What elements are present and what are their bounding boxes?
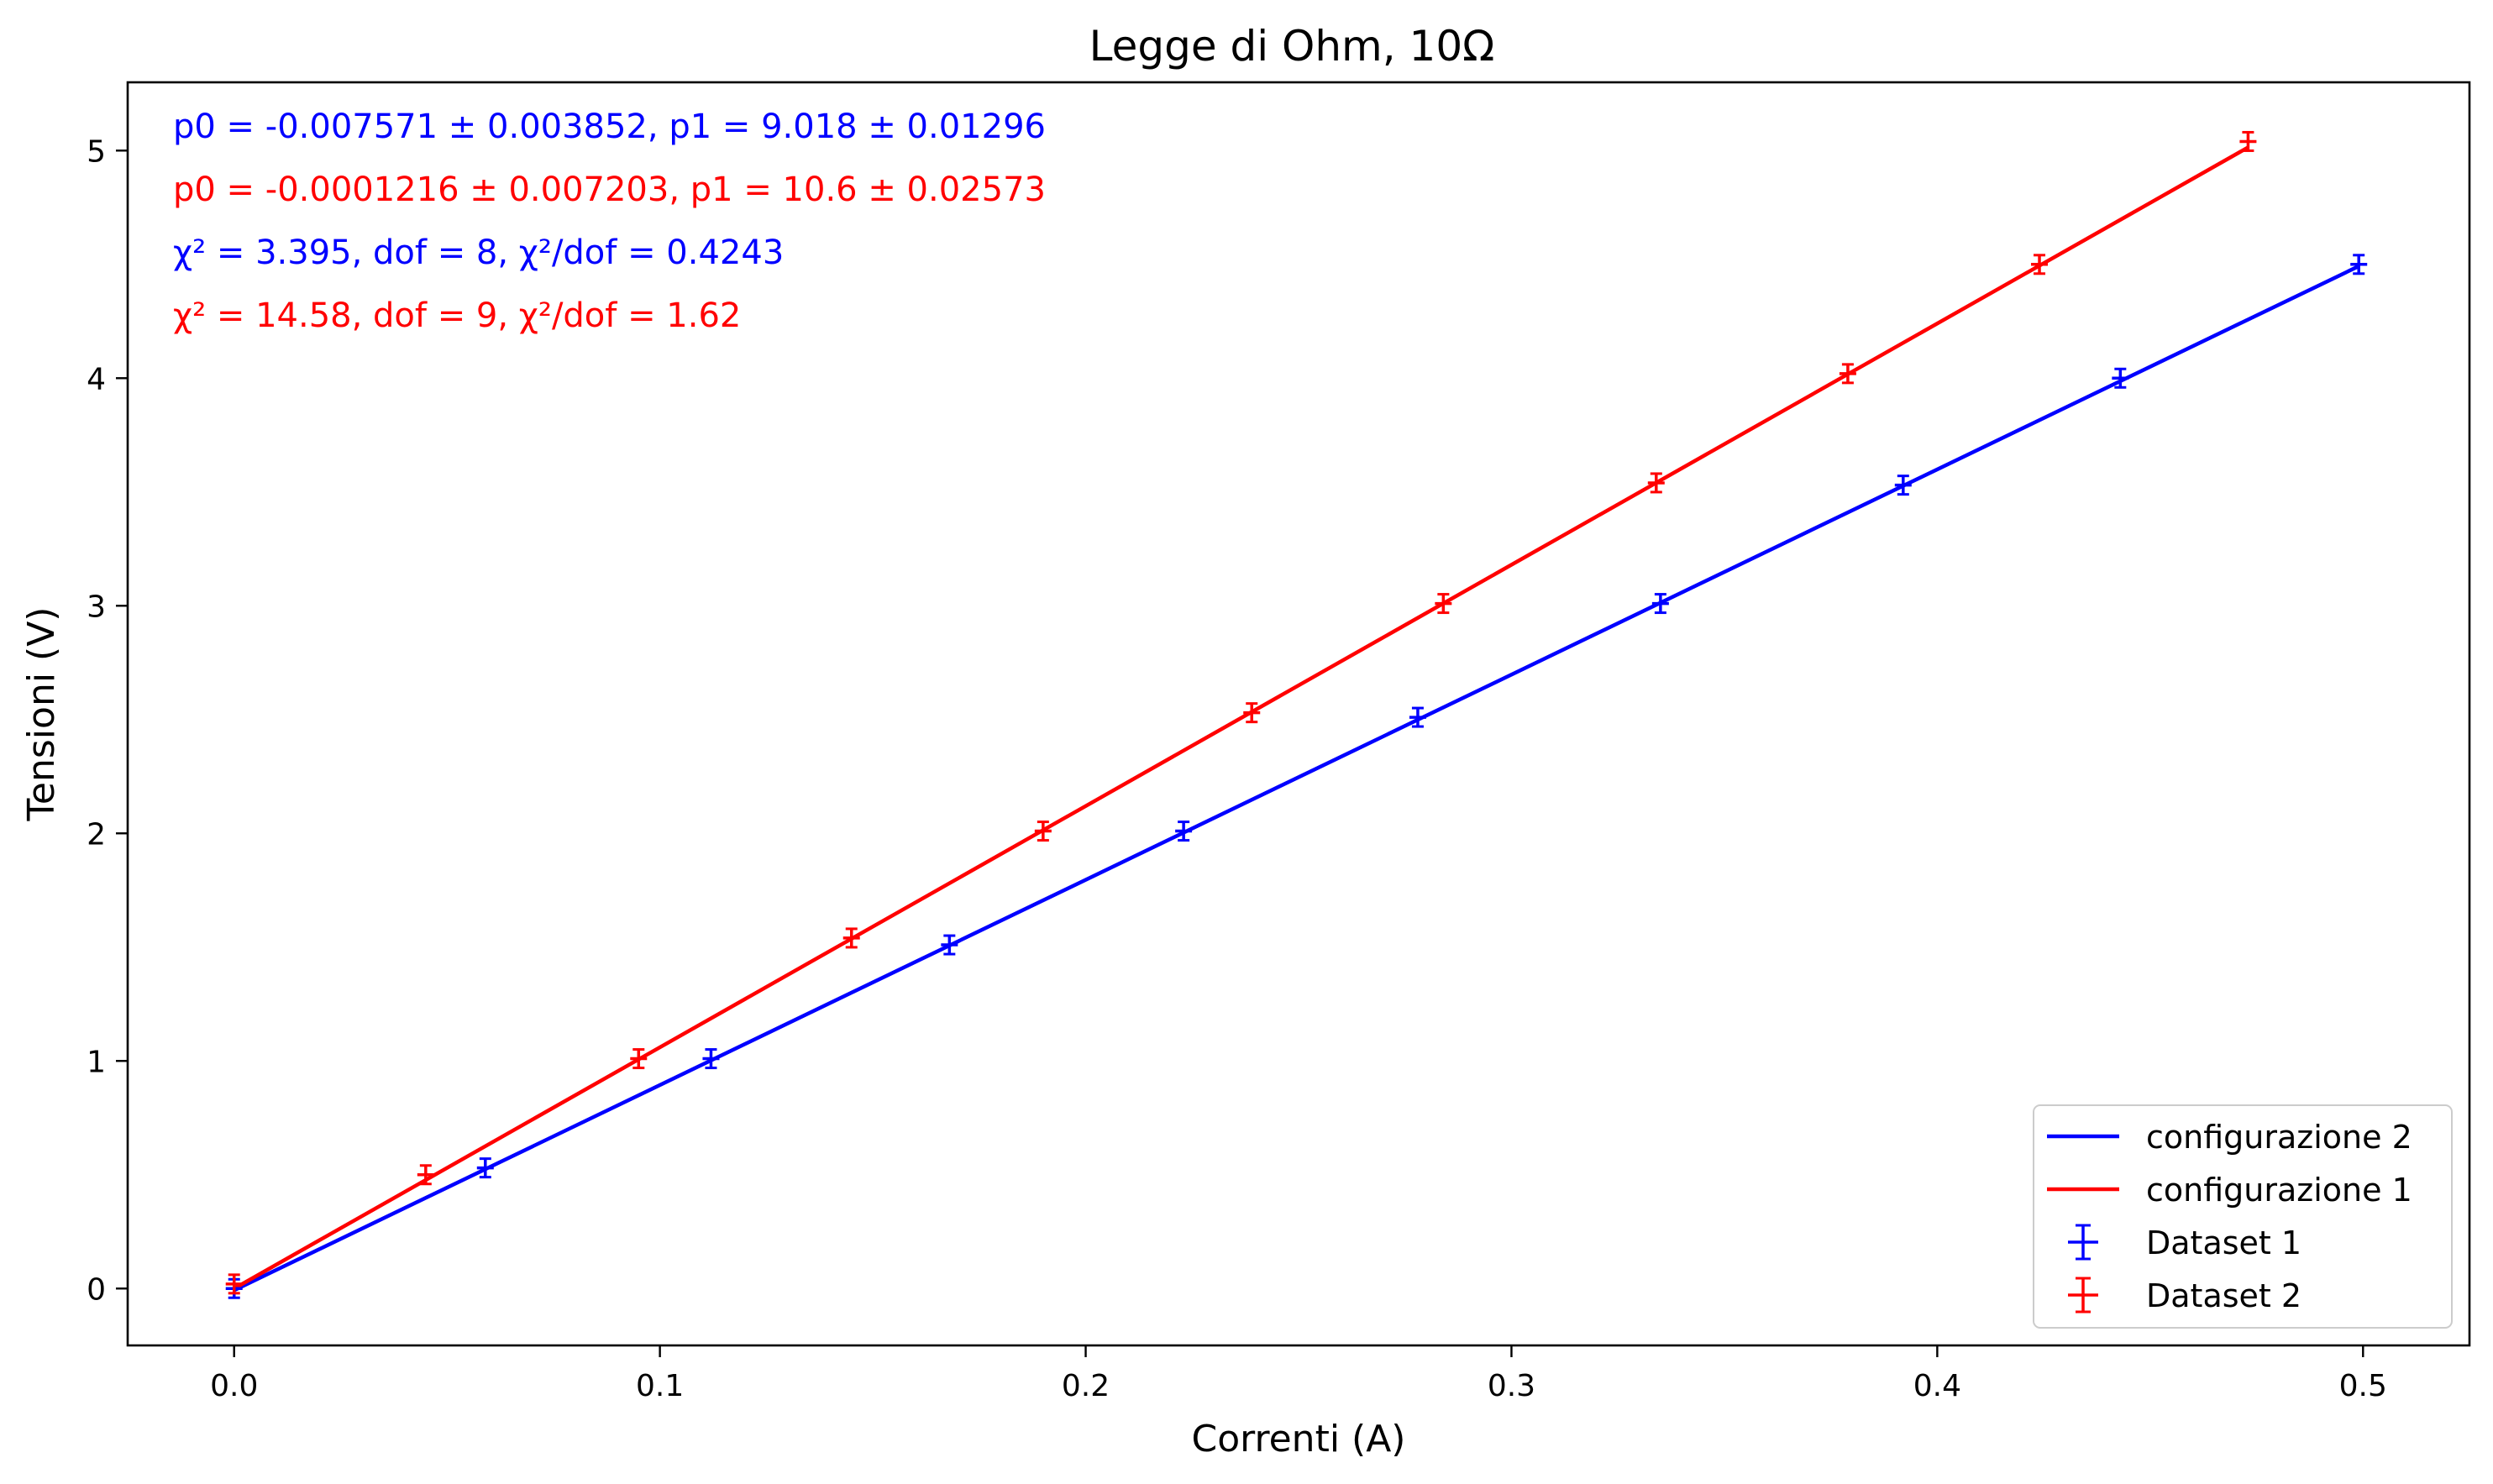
data-point — [2112, 367, 2129, 389]
legend-errorbar-swatch — [2068, 1277, 2098, 1314]
x-tick-label: 0.3 — [1488, 1369, 1535, 1403]
data-point — [225, 1273, 243, 1295]
data-point — [2239, 130, 2257, 152]
y-tick-label: 4 — [87, 362, 106, 396]
legend-label: Dataset 2 — [2146, 1277, 2301, 1314]
y-tick-label: 3 — [87, 590, 106, 624]
x-tick-label: 0.1 — [636, 1369, 684, 1403]
axes-frame — [126, 81, 2471, 1347]
data-point — [941, 934, 958, 956]
fit-annotation: χ² = 14.58, dof = 9, χ²/dof = 1.62 — [173, 296, 741, 335]
fit-lines — [233, 145, 2360, 1293]
data-point — [417, 1164, 434, 1186]
y-tick-label: 5 — [87, 134, 106, 169]
data-point — [476, 1157, 494, 1179]
x-tick-label: 0.2 — [1062, 1369, 1110, 1403]
data-point — [2031, 254, 2049, 275]
y-tick-label: 1 — [87, 1045, 106, 1079]
x-axis-ticks: 0.0 0.1 0.2 0.3 0.4 0.5 — [210, 1345, 2387, 1403]
legend: configurazione 2 configurazione 1 Dataset … — [2033, 1104, 2453, 1329]
data-point — [702, 1048, 720, 1070]
data-point — [630, 1048, 648, 1070]
fit-annotation: χ² = 3.395, dof = 8, χ²/dof = 0.4243 — [173, 233, 784, 272]
data-point — [1409, 706, 1426, 728]
data-point — [2350, 254, 2368, 275]
legend-label: configurazione 1 — [2146, 1172, 2412, 1209]
fit-line — [233, 264, 2360, 1293]
data-point — [1243, 702, 1261, 724]
legend-errorbar-swatch — [2068, 1224, 2098, 1261]
data-points — [225, 130, 2368, 1299]
legend-label: Dataset 1 — [2146, 1224, 2301, 1261]
x-axis-label: Correnti (A) — [1192, 1418, 1406, 1460]
data-point — [1647, 472, 1665, 494]
y-tick-label: 0 — [87, 1272, 106, 1307]
x-tick-label: 0.5 — [2339, 1369, 2387, 1403]
fit-annotations: p0 = -0.007571 ± 0.003852, p1 = 9.018 ± … — [173, 107, 1046, 335]
x-tick-label: 0.4 — [1913, 1369, 1961, 1403]
data-point — [1894, 475, 1912, 496]
fit-line — [233, 145, 2249, 1291]
fit-annotation: p0 = -0.0001216 ± 0.007203, p1 = 10.6 ± … — [173, 170, 1046, 209]
data-point — [1651, 593, 1669, 615]
data-point — [1034, 821, 1052, 842]
legend-box — [2033, 1104, 2453, 1329]
x-tick-label: 0.0 — [210, 1369, 258, 1403]
data-point — [1435, 593, 1452, 615]
data-point — [842, 927, 860, 949]
data-point — [1839, 363, 1856, 385]
fit-annotation: p0 = -0.007571 ± 0.003852, p1 = 9.018 ± … — [173, 107, 1046, 146]
data-point — [1175, 821, 1193, 842]
legend-label: configurazione 2 — [2146, 1119, 2412, 1156]
y-tick-label: 2 — [87, 817, 106, 852]
y-axis-label: Tensioni (V) — [20, 607, 63, 822]
y-axis-ticks: 0 1 2 3 4 5 — [87, 134, 128, 1307]
chart-title: Legge di Ohm, 10Ω — [1089, 22, 1495, 71]
